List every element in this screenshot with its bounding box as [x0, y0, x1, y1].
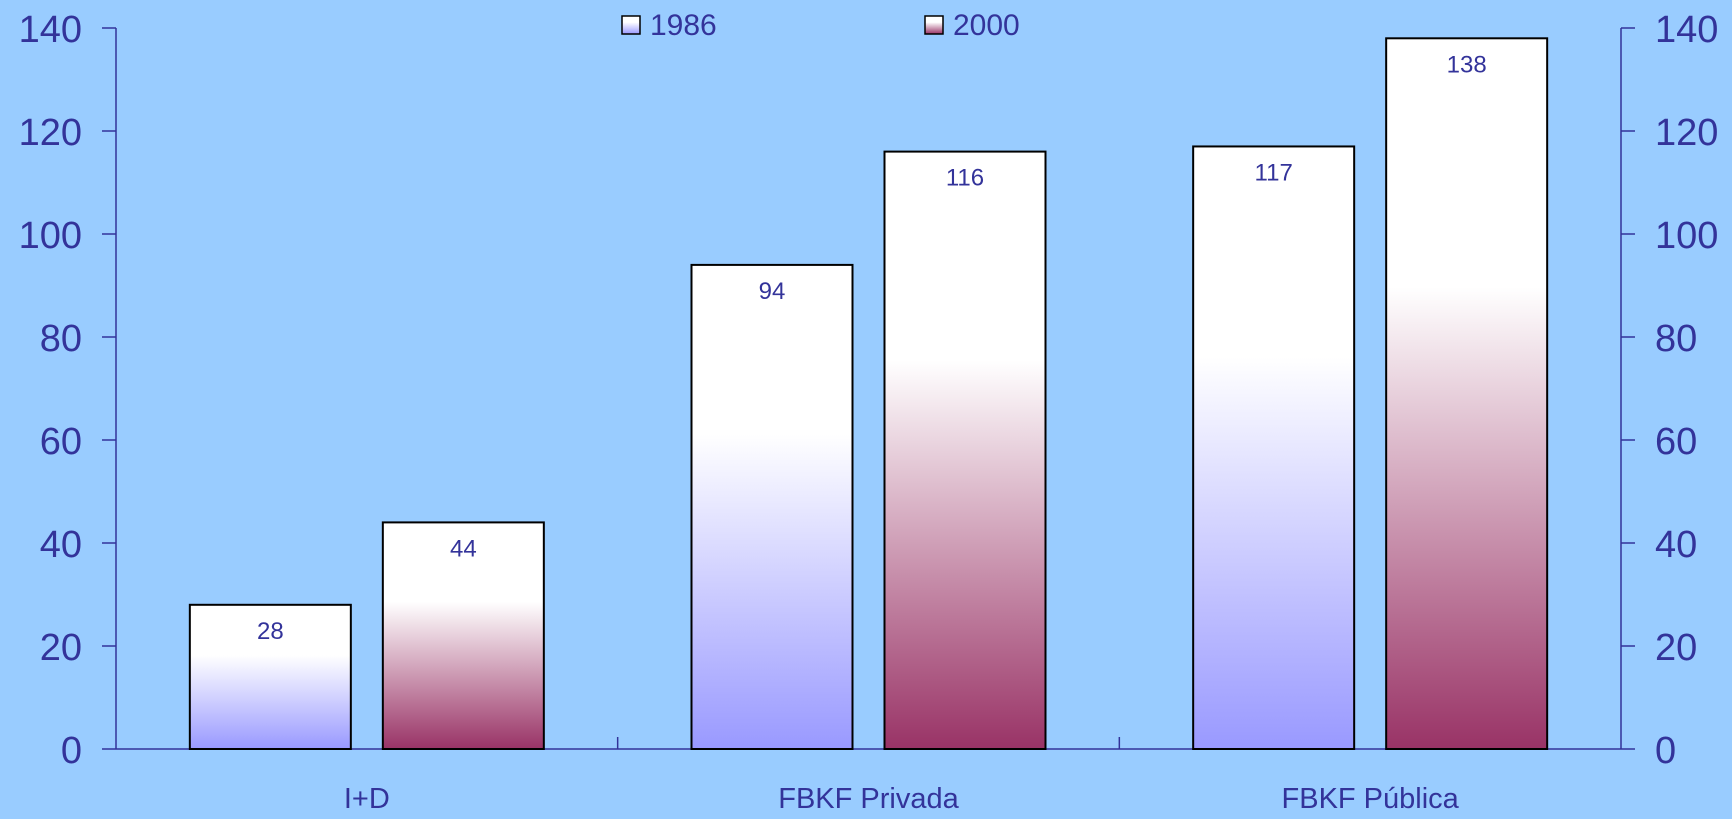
left-y-tick-label: 20 [40, 627, 82, 669]
bar-data-label: 138 [1447, 51, 1487, 78]
x-tick-label: I+D [344, 783, 390, 814]
bar-data-label: 117 [1255, 159, 1293, 186]
legend-swatch-2000 [924, 15, 944, 35]
right-y-tick-label: 40 [1655, 524, 1697, 566]
bar-1986-0 [188, 603, 352, 750]
legend: 1986 2000 [621, 9, 1020, 42]
right-y-tick-label: 60 [1655, 421, 1697, 463]
x-tick-label: FBKF Pública [1282, 783, 1460, 814]
left-y-tick-label: 100 [19, 215, 82, 257]
left-y-tick-label: 140 [19, 9, 82, 51]
bar-2000-2 [1385, 37, 1549, 751]
left-y-tick-label: 40 [40, 524, 82, 566]
bar-data-label: 28 [257, 618, 284, 645]
legend-label: 1986 [650, 9, 717, 42]
bar-data-label: 116 [946, 165, 984, 192]
data-labels: 28 44 94 116 117 138 [257, 51, 1487, 645]
left-y-tick-label: 120 [19, 112, 82, 154]
right-y-tick-label: 20 [1655, 627, 1697, 669]
right-y-tick-label: 80 [1655, 318, 1697, 360]
left-y-tick-label: 80 [40, 318, 82, 360]
right-y-tick-label: 0 [1655, 730, 1676, 772]
left-y-tick-label: 0 [61, 730, 82, 772]
left-y-tick-label: 60 [40, 421, 82, 463]
x-tick-label: FBKF Privada [778, 783, 959, 814]
legend-label: 2000 [953, 9, 1020, 42]
bar-2000-0 [381, 521, 545, 751]
legend-swatch-1986 [621, 15, 641, 35]
axes: 0 0 20 20 40 40 60 60 80 80 100 100 120 120 140 140 I+D F… [19, 9, 1719, 815]
bar-data-label: 94 [759, 278, 786, 305]
right-y-tick-label: 140 [1655, 9, 1718, 51]
bar-1986-2 [1192, 145, 1356, 750]
bar-2000-1 [883, 150, 1047, 751]
right-y-tick-label: 120 [1655, 112, 1718, 154]
bar-data-label: 44 [450, 535, 477, 562]
bar-1986-1 [690, 263, 854, 750]
right-y-tick-label: 100 [1655, 215, 1718, 257]
bars [188, 37, 1549, 751]
